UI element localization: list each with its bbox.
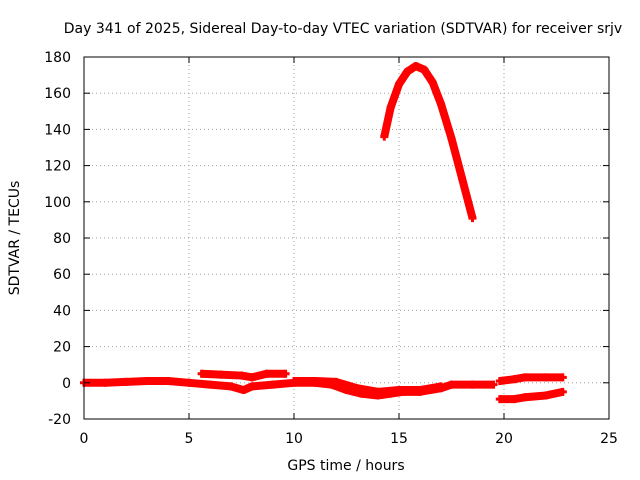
data-point (395, 80, 403, 89)
y-tick-label: -20 (48, 412, 71, 428)
x-axis-title: GPS time / hours (287, 458, 404, 474)
data-point (437, 100, 445, 109)
data-point (237, 371, 246, 380)
data-point (428, 78, 437, 87)
y-tick-label: 0 (62, 376, 71, 392)
series-line (380, 62, 477, 220)
data-point (403, 67, 412, 76)
data-point (542, 391, 550, 400)
data-point (542, 373, 550, 382)
data-point (510, 395, 519, 404)
data-point (468, 214, 477, 223)
x-tick-label: 5 (185, 431, 194, 447)
x-tick-label: 20 (495, 431, 513, 447)
data-point (495, 395, 504, 404)
data-point (489, 380, 498, 389)
data-point (416, 386, 424, 395)
series-line (499, 373, 563, 385)
data-point (386, 103, 395, 112)
y-tick-label: 140 (44, 122, 71, 138)
data-point (248, 373, 256, 382)
data-point (521, 373, 529, 382)
series-track-2 (197, 369, 290, 382)
y-tick-label: 180 (44, 50, 71, 66)
data-point (437, 382, 445, 391)
data-point (269, 380, 277, 389)
y-tick-label: 60 (53, 267, 71, 283)
data-point (143, 376, 151, 385)
data-point (216, 370, 225, 379)
y-tick-label: 40 (53, 303, 71, 319)
x-tick-label: 15 (390, 431, 408, 447)
x-tick-label: 10 (285, 431, 303, 447)
data-point (447, 134, 456, 143)
plot-frame (83, 56, 610, 420)
data-point (206, 380, 214, 389)
data-point (248, 382, 256, 391)
data-point (495, 376, 504, 385)
grid-lines (84, 57, 609, 419)
data-point (239, 386, 248, 395)
data-point (447, 380, 456, 389)
data-point (420, 65, 429, 74)
y-axis-title: SDTVAR / TECUs (7, 181, 23, 296)
y-tick-label: 160 (44, 86, 71, 102)
data-point (311, 376, 319, 385)
data-point (458, 174, 466, 183)
data-point (281, 369, 290, 378)
x-tick-label: 25 (600, 431, 618, 447)
data-point (558, 387, 567, 396)
data-point (227, 382, 235, 391)
data-point (164, 376, 172, 385)
data-point (380, 132, 389, 141)
chart-title: Day 341 of 2025, Sidereal Day-to-day VTE… (64, 21, 622, 37)
data-series (80, 62, 567, 404)
x-tick-label: 0 (80, 431, 89, 447)
series-track-4 (495, 373, 567, 385)
axis-ticks: 0 5 10 15 20 25 -20 0 20 40 60 80 100 120 140 160 180 (44, 50, 618, 447)
data-point (558, 373, 567, 382)
data-point (521, 393, 529, 402)
data-point (411, 62, 420, 71)
data-point (374, 387, 382, 396)
y-tick-label: 120 (44, 159, 71, 175)
data-point (101, 378, 109, 387)
data-point (197, 369, 206, 378)
series-track-6 (380, 62, 477, 223)
series-track-3 (290, 376, 445, 396)
data-point (185, 378, 193, 387)
data-point (262, 369, 271, 378)
data-point (395, 386, 403, 395)
data-point (290, 376, 298, 385)
data-point (122, 377, 130, 386)
series-line (499, 387, 564, 404)
y-tick-label: 80 (53, 231, 71, 247)
data-point (510, 375, 519, 384)
data-point (332, 377, 340, 386)
data-point (468, 380, 477, 389)
y-tick-label: 20 (53, 340, 71, 356)
y-tick-label: 100 (44, 195, 71, 211)
series-track-5 (495, 387, 567, 404)
data-point (353, 384, 361, 393)
